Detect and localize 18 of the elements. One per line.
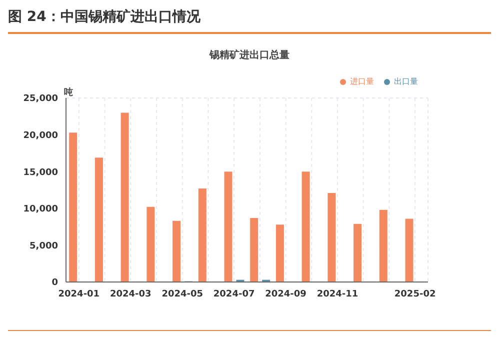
x-tick-label: 2024-07: [213, 289, 255, 300]
y-tick-label: 20,000: [23, 130, 58, 141]
chart-subtitle: 锡精矿进出口总量: [208, 48, 290, 62]
y-axis-title: 吨: [64, 86, 73, 99]
legend-label: 进口量: [350, 77, 374, 86]
x-tick-label: 2025-02: [394, 289, 436, 300]
chart-title: 图 24：中国锡精矿进出口情况: [8, 8, 491, 34]
x-tick-label: 2024-05: [162, 289, 204, 300]
legend-label: 出口量: [394, 77, 418, 86]
x-tick-label: 2024-11: [316, 289, 358, 300]
y-tick-label: 15,000: [23, 168, 58, 178]
y-tick-label: 10,000: [23, 204, 58, 215]
y-tick-label: 25,000: [23, 94, 58, 104]
x-tick-label: 2024-09: [265, 289, 306, 300]
x-tick-label: 2024-03: [110, 289, 152, 300]
y-tick-label: 5,000: [30, 241, 58, 252]
x-tick-label: 2024-01: [58, 289, 100, 300]
y-tick-label: 0: [52, 278, 58, 288]
